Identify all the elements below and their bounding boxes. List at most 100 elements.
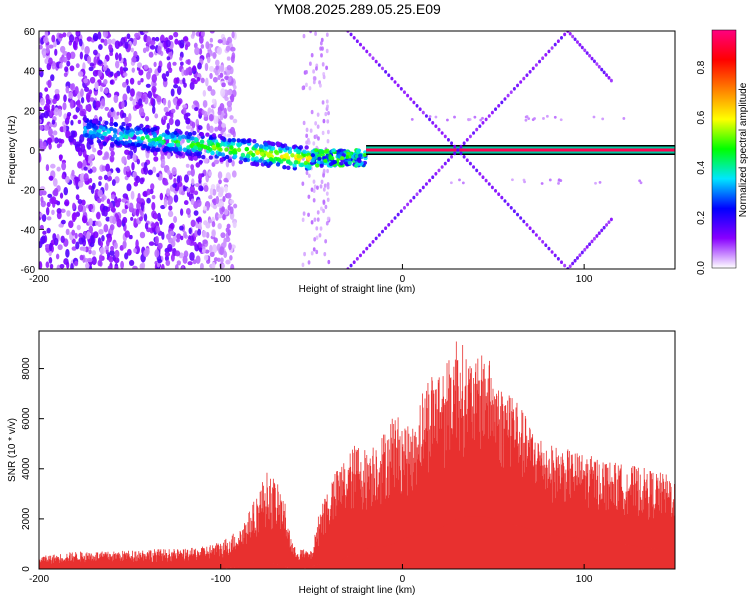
heatmap-cell bbox=[522, 76, 526, 81]
heatmap-cell bbox=[113, 139, 119, 145]
heatmap-cell bbox=[130, 47, 134, 53]
heatmap-cell bbox=[170, 253, 175, 262]
heatmap-cell bbox=[124, 204, 128, 210]
heatmap-cell bbox=[217, 39, 223, 44]
heatmap-cell bbox=[167, 200, 172, 206]
heatmap-cell bbox=[453, 151, 457, 156]
heatmap-cell bbox=[453, 115, 456, 119]
heatmap-cell bbox=[157, 45, 162, 55]
heatmap-cell bbox=[203, 220, 208, 226]
heatmap-cell bbox=[85, 105, 90, 112]
heatmap-cell bbox=[472, 165, 476, 169]
heatmap-cell bbox=[153, 61, 157, 67]
heatmap-cell bbox=[225, 259, 231, 265]
heatmap-cell bbox=[227, 158, 233, 163]
heatmap-cell bbox=[227, 76, 232, 83]
heatmap-cell bbox=[93, 49, 98, 56]
heatmap-cell bbox=[201, 154, 206, 160]
heatmap-cell bbox=[497, 192, 501, 196]
heatmap-cell bbox=[322, 208, 325, 214]
heatmap-cell bbox=[553, 42, 557, 47]
heatmap-cell bbox=[393, 216, 397, 220]
heatmap-cell bbox=[230, 54, 235, 64]
heatmap-cell bbox=[332, 160, 338, 165]
heatmap-cell bbox=[126, 183, 132, 192]
heatmap-cell bbox=[285, 159, 291, 164]
heatmap-cell bbox=[327, 259, 331, 265]
heatmap-cell bbox=[232, 221, 237, 229]
heatmap-cell bbox=[573, 258, 577, 263]
heatmap-cell bbox=[174, 264, 179, 269]
snr-y-tick-label: 4000 bbox=[21, 457, 32, 480]
heatmap-cell bbox=[88, 130, 94, 135]
heatmap-cell bbox=[217, 257, 221, 263]
heatmap-cell bbox=[75, 106, 80, 113]
heatmap-cell bbox=[323, 149, 329, 154]
heatmap-cell bbox=[137, 192, 141, 202]
heatmap-cell bbox=[83, 173, 89, 182]
heatmap-cell bbox=[224, 154, 230, 160]
heatmap-cell bbox=[131, 67, 136, 73]
heatmap-cell bbox=[42, 141, 47, 150]
heatmap-cell bbox=[365, 49, 369, 54]
heatmap-cell bbox=[207, 85, 213, 92]
heatmap-cell bbox=[173, 77, 179, 85]
heatmap-cell bbox=[312, 69, 316, 74]
heatmap-cell bbox=[154, 235, 159, 245]
heatmap-cell bbox=[315, 249, 319, 255]
heatmap-cell bbox=[159, 217, 163, 226]
heatmap-cell bbox=[77, 91, 82, 100]
heatmap-cell bbox=[497, 104, 501, 108]
heatmap-cell bbox=[182, 255, 188, 264]
heatmap-cell bbox=[46, 45, 50, 54]
snr-y-tick-label: 0 bbox=[21, 566, 32, 572]
heatmap-cell bbox=[65, 85, 70, 94]
heatmap-cell bbox=[196, 199, 202, 208]
heatmap-cell bbox=[223, 251, 228, 259]
heatmap-cell bbox=[588, 242, 592, 247]
heatmap-cell bbox=[222, 195, 226, 203]
heatmap-cell bbox=[487, 182, 491, 186]
heatmap-cell bbox=[368, 53, 372, 57]
heatmap-cell bbox=[229, 145, 234, 150]
heatmap-cell bbox=[221, 206, 225, 213]
heatmap-cell bbox=[233, 84, 237, 90]
heatmap-cell bbox=[193, 79, 198, 85]
heatmap-cell bbox=[585, 245, 589, 249]
heatmap-cell bbox=[149, 45, 156, 50]
heatmap-cell bbox=[325, 221, 329, 226]
heatmap-cell bbox=[503, 97, 507, 101]
heatmap-cell bbox=[68, 34, 75, 43]
heatmap-cell bbox=[50, 74, 55, 82]
heatmap-cell bbox=[89, 97, 95, 102]
heatmap-cell bbox=[54, 137, 59, 144]
heatmap-cell bbox=[162, 77, 168, 82]
heatmap-cell bbox=[409, 199, 413, 203]
heatmap-cell bbox=[146, 197, 151, 204]
heatmap-cell bbox=[40, 196, 44, 203]
heatmap-cell bbox=[224, 96, 229, 101]
heatmap-cell bbox=[100, 38, 105, 43]
heatmap-cell bbox=[440, 131, 444, 135]
heatmap-cell bbox=[315, 235, 319, 240]
heatmap-cell bbox=[82, 159, 87, 167]
heatmap-cell bbox=[308, 86, 312, 91]
heatmap-cell bbox=[583, 48, 587, 53]
heatmap-cell bbox=[72, 202, 76, 210]
heatmap-cell bbox=[211, 133, 217, 138]
heatmap-cell bbox=[206, 56, 211, 64]
heatmap-cell bbox=[59, 263, 65, 269]
heatmap-cell bbox=[229, 199, 235, 204]
heatmap-cell bbox=[194, 107, 199, 112]
heatmap-cell bbox=[310, 109, 314, 115]
heatmap-cell bbox=[198, 159, 204, 164]
heatmap-cell bbox=[556, 39, 560, 43]
heatmap-cell bbox=[219, 64, 225, 73]
heatmap-cell bbox=[229, 255, 233, 261]
heatmap-cell bbox=[65, 228, 70, 236]
heatmap-cell bbox=[88, 249, 92, 255]
heatmap-cell bbox=[519, 80, 523, 84]
heatmap-cell bbox=[229, 115, 234, 120]
heatmap-cell bbox=[220, 263, 226, 269]
